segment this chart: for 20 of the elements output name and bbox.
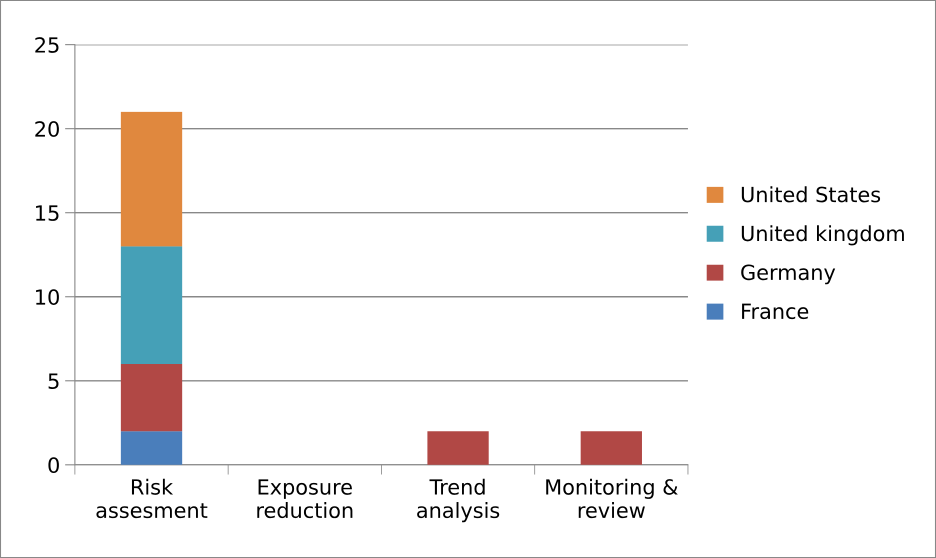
legend-label: France [742,304,808,320]
bar [427,431,489,465]
y-tick-label: 25 [35,37,58,53]
bar [120,112,182,246]
y-tick-label: 5 [48,374,58,389]
x-tick-label: Risk assesment [96,478,208,518]
bar [120,364,182,432]
y-tick-label: 15 [36,205,58,221]
bar [120,246,182,364]
x-tick-label: Trend analysis [417,478,500,522]
legend-label: United States [742,186,880,202]
y-tick-label: 0 [48,457,59,474]
y-tick-label: 10 [36,289,59,305]
bar [580,431,642,465]
x-tick-label: Exposure reduction [257,479,352,518]
bar [120,431,182,465]
legend-label: Germany [741,264,836,284]
legend-label: United kingdom [742,225,904,246]
x-tick-label: Monitoring & review [546,478,678,518]
y-tick-label: 20 [35,121,59,137]
